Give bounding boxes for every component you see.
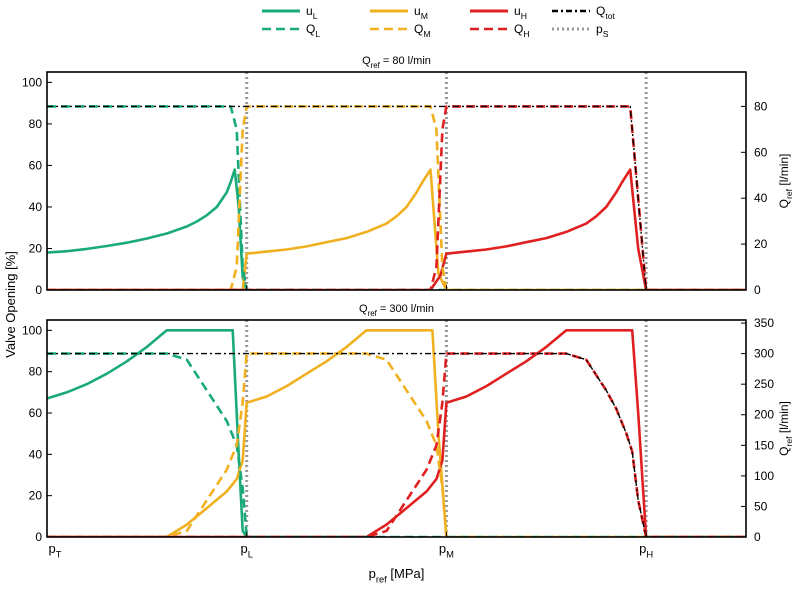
legend-label-QL: QL <box>306 22 320 39</box>
series-line-uM <box>47 328 448 537</box>
legend-label-uH: uH <box>514 4 527 21</box>
y-tick-label-left: 60 <box>29 158 43 172</box>
legend-item-uH: uH <box>470 4 527 21</box>
series-line-uH <box>47 168 746 290</box>
legend-item-pS: pS <box>552 22 609 39</box>
panel-title: Qref = 300 l/min <box>359 303 434 318</box>
plot-frame <box>46 71 747 291</box>
x-axis-label: pref [MPa] <box>369 566 425 585</box>
y-tick-label-right: 50 <box>754 499 768 513</box>
y-tick-label-right: 350 <box>754 316 774 330</box>
y-tick-label-right: 150 <box>754 438 774 452</box>
series-line-uH <box>47 328 746 537</box>
legend-item-QM: QM <box>370 22 431 39</box>
panel-2: Qref = 300 l/min 0 20 40 60 80 100 0 50 100 150 200… <box>22 303 794 544</box>
y-tick-label-left: 20 <box>29 241 43 255</box>
series-group <box>47 105 746 290</box>
series-line-QL <box>47 352 746 537</box>
y-tick-label-right: 0 <box>754 283 761 297</box>
y-tick-label-right: 80 <box>754 99 768 113</box>
y-tick-label-right: 20 <box>754 237 768 251</box>
legend: uL uM uH Qtot QL QM QH pS <box>262 4 616 39</box>
y-tick-label-left: 60 <box>29 406 43 420</box>
y-tick-label-left: 80 <box>29 365 43 379</box>
y-tick-label-left: 0 <box>35 530 42 544</box>
legend-item-Qtot: Qtot <box>552 4 616 21</box>
y-tick-label-left: 40 <box>29 200 43 214</box>
y-tick-label-right: 0 <box>754 530 761 544</box>
series-line-uM <box>47 168 746 290</box>
panel-1: Qref = 80 l/min 0 20 40 60 80 100 0 20 40 60 80 Qref… <box>22 55 794 297</box>
legend-label-QH: QH <box>514 22 530 39</box>
legend-label-pS: pS <box>596 22 609 39</box>
legend-label-QM: QM <box>414 22 431 39</box>
y-tick-label-right: 200 <box>754 408 774 422</box>
series-line-uL <box>47 328 248 537</box>
y-tick-label-right: 250 <box>754 377 774 391</box>
y-tick-label-left: 40 <box>29 447 43 461</box>
x-tick-label: pT <box>49 541 62 560</box>
legend-item-uM: uM <box>370 4 428 21</box>
y-tick-label-right: 100 <box>754 469 774 483</box>
x-tick-label: pH <box>639 541 653 560</box>
panel-title: Qref = 80 l/min <box>362 55 431 70</box>
y-tick-label-right: 300 <box>754 347 774 361</box>
y-tick-label-right: 60 <box>754 145 768 159</box>
y-axis-label-left: Valve Opening [%] <box>3 251 18 358</box>
legend-label-uM: uM <box>414 4 428 21</box>
series-line-Qtot <box>47 105 647 290</box>
y-tick-label-left: 0 <box>35 283 42 297</box>
legend-label-uL: uL <box>306 4 318 21</box>
plot-frame <box>46 319 747 538</box>
legend-label-Qtot: Qtot <box>596 4 616 21</box>
y-tick-label-right: 40 <box>754 191 768 205</box>
legend-item-uL: uL <box>262 4 318 21</box>
legend-item-QL: QL <box>262 22 320 39</box>
y-tick-label-left: 20 <box>29 489 43 503</box>
x-tick-label: pL <box>240 541 252 560</box>
x-tick-label: pM <box>439 541 454 560</box>
y-axis-label-right: Qref [l/min] <box>777 154 794 209</box>
y-tick-label-left: 100 <box>22 75 42 89</box>
series-line-uL <box>47 168 248 290</box>
series-line-QH <box>47 105 746 290</box>
series-line-Qtot <box>47 352 647 537</box>
y-tick-label-left: 100 <box>22 323 42 337</box>
y-axis-label-right: Qref [l/min] <box>777 401 794 456</box>
y-tick-label-left: 80 <box>29 117 43 131</box>
series-group <box>47 328 746 537</box>
legend-item-QH: QH <box>470 22 530 39</box>
series-line-QM <box>47 352 746 537</box>
